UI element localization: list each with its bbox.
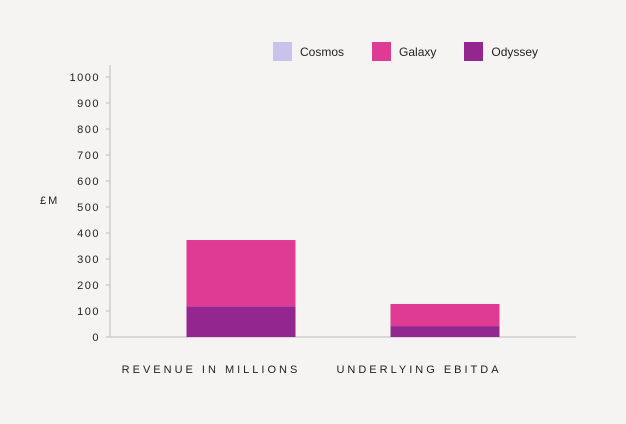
bar-galaxy-1	[186, 240, 296, 307]
y-tick-label: 600	[77, 176, 100, 188]
legend-label-odyssey: Odyssey	[491, 44, 539, 59]
y-tick-label: 1000	[70, 72, 100, 84]
x-category-label: UNDERLYING EBITDA	[336, 364, 501, 376]
legend-swatch-galaxy	[372, 42, 392, 61]
y-axis-unit-label: £M	[40, 195, 60, 207]
y-tick-label: 900	[77, 98, 100, 110]
legend: Cosmos Galaxy Odyssey	[273, 42, 566, 61]
legend-item-odyssey: Odyssey	[464, 42, 538, 61]
legend-item-galaxy: Galaxy	[372, 42, 436, 61]
legend-label-galaxy: Galaxy	[399, 44, 437, 59]
bar-odyssey-1	[186, 306, 296, 337]
y-tick-label: 200	[77, 280, 100, 292]
y-tick-label: 100	[77, 306, 100, 318]
legend-item-cosmos: Cosmos	[273, 42, 344, 61]
legend-swatch-cosmos	[273, 42, 292, 61]
y-tick-label: 0	[92, 332, 100, 344]
legend-swatch-odyssey	[464, 42, 484, 61]
y-tick-label: 500	[77, 202, 100, 214]
y-tick-label: 300	[77, 254, 100, 266]
y-tick-label: 700	[77, 150, 100, 162]
y-tick-label: 400	[77, 228, 100, 240]
y-tick-label: 800	[77, 124, 100, 136]
x-category-label: REVENUE IN MILLIONS	[122, 364, 301, 376]
bar-galaxy-2	[390, 303, 500, 327]
legend-label-cosmos: Cosmos	[300, 44, 345, 59]
bar-odyssey-2	[390, 326, 500, 337]
